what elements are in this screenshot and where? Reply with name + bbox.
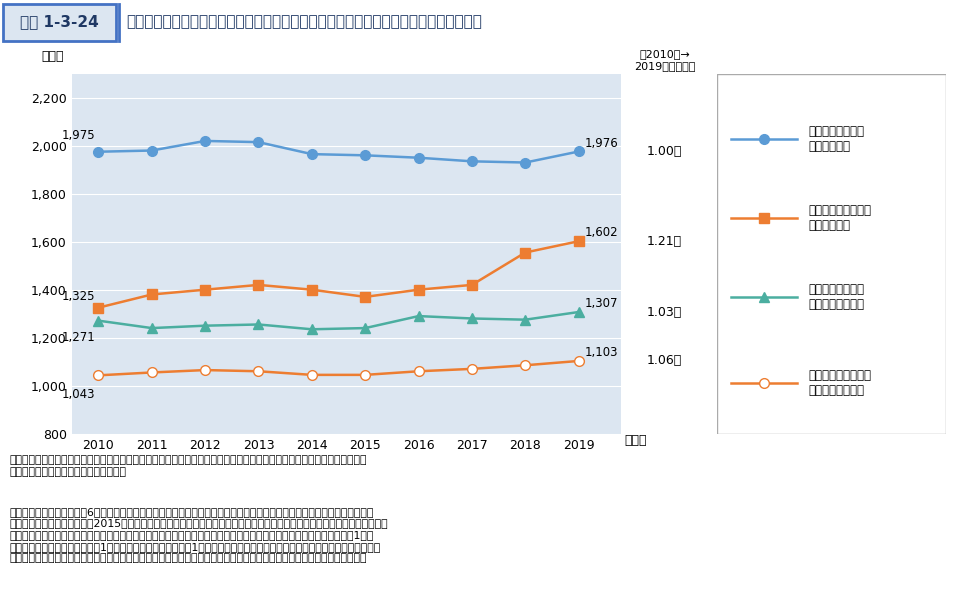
Text: 1,325: 1,325 — [62, 290, 96, 303]
Text: 1,307: 1,307 — [584, 297, 618, 310]
Text: （2010年→
2019年の変化）: （2010年→ 2019年の変化） — [634, 49, 695, 71]
Text: 1.21倍: 1.21倍 — [647, 235, 682, 248]
Text: 短時間労働者（正社
員・正職員以外）: 短時間労働者（正社 員・正職員以外） — [809, 369, 872, 397]
Text: 正規雇用労働者・非正規雇用労働者の賃金の推移（雇用形態別・時給（実質）ベース）: 正規雇用労働者・非正規雇用労働者の賃金の推移（雇用形態別・時給（実質）ベース） — [126, 14, 482, 29]
Text: 1.00倍: 1.00倍 — [646, 145, 683, 158]
Text: 1,043: 1,043 — [62, 388, 96, 401]
Text: 1.03倍: 1.03倍 — [647, 306, 682, 319]
Text: 1,271: 1,271 — [62, 331, 96, 344]
Text: 一般労働者（正社
員・正職員以外）: 一般労働者（正社 員・正職員以外） — [809, 283, 865, 311]
Text: 資料：厚生労働省政策統括官付参事官付賃金福祉統計室「賃金構造基本統計調査」より厚生労働省政策統括官付政策立案・
　　　評価担当参事官室において作成。: 資料：厚生労働省政策統括官付参事官付賃金福祉統計室「賃金構造基本統計調査」より厚… — [10, 455, 367, 477]
Text: （注）　賃金は各調査年の6月分の所定内給与額（一般労働者については、民営事業所の労働者の所定内給与額を所定内労働
　　　時間数で除した値）を2015年基準の消費: （注） 賃金は各調査年の6月分の所定内給与額（一般労働者については、民営事業所の… — [10, 507, 388, 563]
Text: 1,976: 1,976 — [584, 137, 618, 150]
Text: 短時間労働者（正社
員・正職員）: 短時間労働者（正社 員・正職員） — [809, 204, 872, 232]
Text: 1,602: 1,602 — [584, 227, 618, 240]
Text: 図表 1-3-24: 図表 1-3-24 — [20, 14, 98, 29]
Text: 1,103: 1,103 — [584, 346, 618, 359]
Text: （円）: （円） — [41, 50, 64, 63]
Text: 1.06倍: 1.06倍 — [647, 355, 682, 368]
Text: 1,975: 1,975 — [62, 129, 96, 142]
Text: （年）: （年） — [624, 434, 646, 447]
Text: 一般労働者（正社
員・正職員）: 一般労働者（正社 員・正職員） — [809, 124, 865, 153]
Bar — [3, 4, 116, 41]
